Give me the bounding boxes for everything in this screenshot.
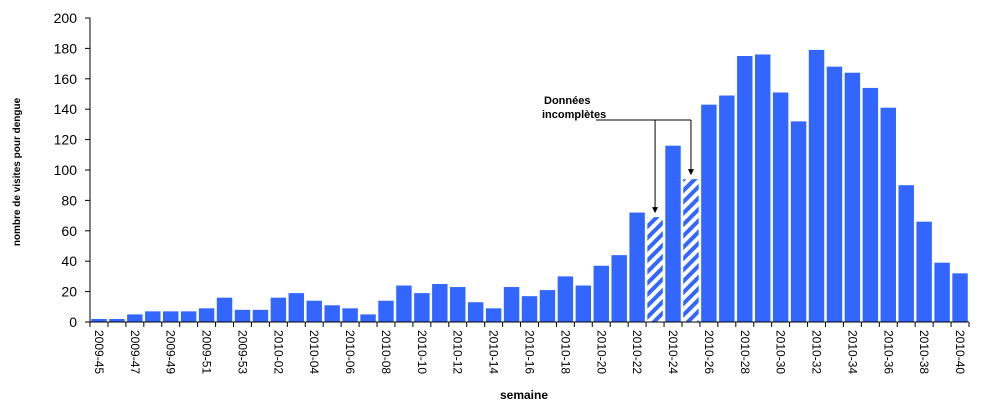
y-tick-label: 200	[54, 10, 78, 26]
y-tick-label: 0	[69, 314, 77, 330]
bar-2010-19	[575, 285, 592, 322]
bar-2010-01	[252, 309, 269, 322]
x-tick-label: 2010-40	[953, 330, 967, 374]
y-tick-label: 180	[54, 40, 78, 56]
x-tick-label: 2009-53	[235, 330, 249, 374]
x-tick-label: 2010-12	[451, 330, 465, 374]
y-axis: 0 20 40 60 80 100 120 140 160 180 200	[54, 10, 91, 330]
x-tick-label: 2009-49	[164, 330, 178, 374]
bar-2010-37	[898, 185, 914, 322]
x-tick-label: 2010-18	[558, 330, 572, 374]
x-tick-label: 2010-20	[594, 330, 608, 374]
x-tick-label: 2010-16	[523, 330, 537, 374]
bar-2010-05	[324, 305, 340, 322]
bar-2009-48	[145, 311, 161, 322]
bar-2010-18	[557, 276, 574, 322]
bar-incomplete-2010-25	[683, 179, 699, 322]
y-tick-label: 100	[54, 162, 78, 178]
bar-2010-21	[611, 255, 627, 322]
bar-2010-33	[826, 66, 843, 322]
x-tick-label: 2010-22	[630, 330, 644, 374]
x-tick-label: 2009-45	[92, 330, 106, 374]
bar-2009-47	[127, 314, 143, 322]
bar-2009-52	[216, 297, 233, 322]
x-axis: 2009-45 2009-47 2009-49 2009-51 2009-53 2010-…	[89, 321, 970, 374]
y-tick-label: 140	[54, 101, 78, 117]
bar-2010-24	[665, 145, 681, 322]
bar-2010-34	[844, 72, 861, 322]
bar-2010-02	[270, 297, 287, 322]
y-tick-label: 60	[61, 223, 77, 239]
y-tick-label: 40	[61, 253, 77, 269]
bar-2010-10	[414, 293, 430, 322]
bar-2010-12	[450, 287, 466, 322]
bar-2010-17	[539, 290, 556, 322]
x-tick-label: 2010-10	[415, 330, 429, 374]
x-tick-label: 2010-34	[845, 330, 859, 374]
y-tick-label: 20	[61, 284, 77, 300]
x-tick-label: 2010-08	[379, 330, 393, 374]
bar-2009-45	[91, 318, 107, 322]
x-tick-label: 2010-30	[774, 330, 788, 374]
x-tick-label: 2009-47	[128, 330, 142, 374]
annotation-arrowhead-2	[687, 169, 694, 176]
bar-2010-15	[503, 287, 520, 322]
bar-2010-28	[737, 56, 753, 322]
bar-2010-35	[862, 87, 879, 322]
annotation-arrowhead-1	[652, 207, 659, 214]
bar-2010-20	[593, 265, 609, 322]
bar-2010-31	[790, 121, 807, 322]
bar-2010-03	[288, 293, 305, 322]
bar-2010-36	[880, 107, 896, 323]
bar-2010-16	[521, 296, 538, 322]
bar-2009-46	[109, 318, 125, 322]
bar-2010-08	[378, 300, 394, 322]
bar-2010-40	[952, 273, 968, 322]
bar-2010-04	[306, 300, 322, 322]
x-tick-label: 2010-06	[343, 330, 357, 374]
bar-2009-53	[234, 309, 251, 322]
bar-2010-13	[467, 302, 484, 322]
x-tick-label: 2010-26	[702, 330, 716, 374]
bar-2009-51	[198, 308, 215, 322]
x-tick-label: 2010-14	[487, 330, 501, 374]
annotation-group: Données incomplètes	[542, 95, 694, 214]
bar-2010-06	[342, 308, 358, 322]
bar-2010-22	[629, 212, 645, 322]
y-tick-label: 120	[54, 132, 78, 148]
bar-2010-38	[916, 221, 932, 322]
x-tick-label: 2010-38	[917, 330, 931, 374]
x-tick-label: 2010-28	[738, 330, 752, 374]
bar-2010-29	[754, 54, 771, 322]
annotation-line-2: incomplètes	[542, 109, 606, 121]
bar-2010-14	[485, 308, 502, 322]
bar-2010-07	[360, 314, 376, 322]
y-axis-title: nombre de visites pour dengue	[12, 97, 23, 246]
bar-2009-50	[180, 311, 197, 322]
y-tick-label: 160	[54, 71, 78, 87]
x-axis-title: semaine	[500, 388, 548, 401]
x-tick-label: 2009-51	[200, 330, 214, 374]
bar-2010-26	[701, 104, 717, 322]
bar-2010-32	[808, 49, 825, 323]
bar-2010-11	[432, 284, 448, 322]
bar-2010-30	[772, 92, 789, 322]
bar-2010-09	[396, 285, 412, 322]
bar-2010-27	[719, 95, 735, 323]
bars-group	[91, 49, 968, 323]
x-tick-label: 2010-32	[810, 330, 824, 374]
x-tick-label: 2010-02	[271, 330, 285, 374]
x-tick-label: 2010-04	[307, 330, 321, 374]
y-tick-label: 80	[61, 192, 77, 208]
bar-incomplete-2010-23	[647, 217, 663, 322]
bar-2009-49	[163, 311, 179, 322]
annotation-line-1: Données	[544, 95, 590, 107]
x-tick-label: 2010-24	[666, 330, 680, 374]
bar-2010-39	[934, 262, 950, 322]
x-tick-label: 2010-36	[881, 330, 895, 374]
